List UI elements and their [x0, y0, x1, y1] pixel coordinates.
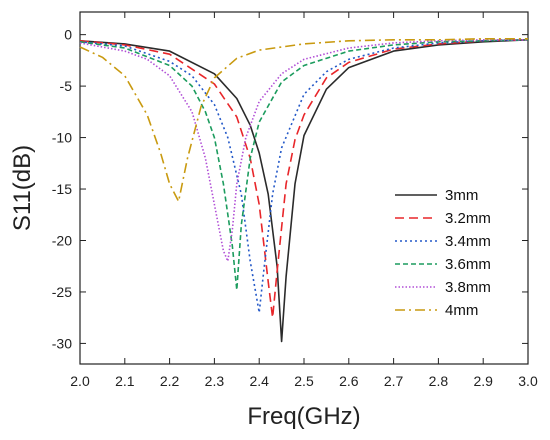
- x-axis: 2.0 2.1 2.2 2.3 2.4 2.5 2.6 2.7 2.8 2.9 3.0: [70, 12, 538, 389]
- x-tick-label: 2.6: [339, 373, 359, 389]
- series-line-3.2mm: [79, 39, 529, 319]
- legend-label: 3.4mm: [445, 233, 491, 250]
- y-tick-label: -25: [52, 284, 72, 300]
- x-tick-label: 3.0: [518, 373, 538, 389]
- series-line-4mm: [79, 38, 528, 203]
- y-tick-label: -5: [60, 78, 73, 94]
- legend-label: 3mm: [445, 187, 478, 204]
- series-line-3mm: [79, 39, 529, 343]
- y-tick-label: -30: [52, 335, 72, 351]
- y-axis: 0 -5 -10 -15 -20 -25 -30: [52, 27, 528, 351]
- legend-label: 3.6mm: [445, 256, 491, 273]
- x-tick-label: 2.2: [160, 373, 180, 389]
- legend: 3mm 3.2mm 3.4mm 3.6mm 3.8mm 4mm: [395, 187, 491, 319]
- series-line-3.4mm: [79, 39, 529, 314]
- x-tick-label: 2.0: [70, 373, 90, 389]
- y-tick-label: -10: [52, 130, 72, 146]
- y-axis-title: S11(dB): [9, 145, 36, 231]
- x-tick-label: 2.4: [249, 373, 269, 389]
- y-tick-label: 0: [64, 27, 72, 43]
- x-tick-label: 2.5: [294, 373, 314, 389]
- x-tick-label: 2.1: [115, 373, 135, 389]
- legend-label: 3.2mm: [445, 210, 491, 227]
- legend-label: 3.8mm: [445, 279, 491, 296]
- x-tick-label: 2.3: [205, 373, 225, 389]
- plot-series: [79, 38, 529, 343]
- series-line-3.8mm: [79, 39, 528, 262]
- x-tick-label: 2.9: [473, 373, 493, 389]
- series-line-3.6mm: [79, 39, 529, 291]
- y-tick-label: -20: [52, 232, 72, 248]
- legend-label: 4mm: [445, 302, 478, 319]
- x-axis-title: Freq(GHz): [247, 403, 360, 430]
- x-tick-label: 2.7: [384, 373, 404, 389]
- x-tick-label: 2.8: [429, 373, 449, 389]
- y-tick-label: -15: [52, 181, 72, 197]
